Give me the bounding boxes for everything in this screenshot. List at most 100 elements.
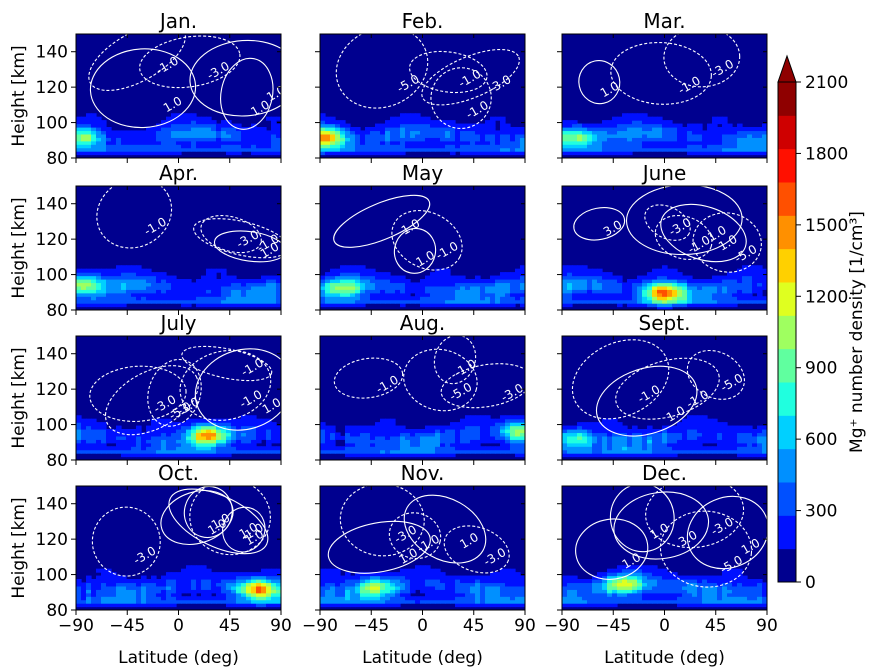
heatmap-cell <box>612 568 618 573</box>
heatmap-cell <box>410 120 416 125</box>
heatmap-cell <box>256 151 262 156</box>
heatmap-cell <box>652 285 658 290</box>
heatmap-cell <box>81 289 87 294</box>
heatmap-cell <box>657 123 663 128</box>
heatmap-cell <box>325 303 331 308</box>
heatmap-cell <box>435 127 441 132</box>
heatmap-cell <box>672 585 678 590</box>
heatmap-cell <box>520 140 525 145</box>
heatmap-cell <box>86 282 92 287</box>
heatmap-cell <box>236 123 242 128</box>
heatmap-cell <box>737 453 743 458</box>
heatmap-cell <box>445 279 451 284</box>
heatmap-cell <box>385 449 391 454</box>
heatmap-cell <box>385 589 391 594</box>
heatmap-cell <box>717 589 723 594</box>
heatmap-cell <box>702 282 708 287</box>
heatmap-cell <box>647 292 653 297</box>
heatmap-cell <box>707 289 713 294</box>
heatmap-cell <box>460 596 466 601</box>
heatmap-cell <box>667 589 673 594</box>
heatmap-cell <box>622 296 628 301</box>
heatmap-cell <box>747 429 753 434</box>
heatmap-cell <box>355 265 361 270</box>
heatmap-cell <box>592 296 598 301</box>
heatmap-cell <box>722 592 728 597</box>
heatmap-cell <box>435 285 441 290</box>
contour-line <box>440 363 525 409</box>
heatmap-cell <box>131 137 137 142</box>
heatmap-cell <box>405 116 411 121</box>
heatmap-cell <box>380 422 386 427</box>
heatmap-cell <box>572 120 578 125</box>
heatmap-cell <box>510 272 516 277</box>
heatmap-cell <box>380 589 386 594</box>
heatmap-cell <box>360 299 366 304</box>
contour-line <box>692 212 762 273</box>
heatmap-cell <box>395 116 401 121</box>
heatmap-cell <box>662 425 668 430</box>
heatmap-cell <box>567 425 573 430</box>
heatmap-cell <box>76 116 82 121</box>
heatmap-cell <box>231 572 237 577</box>
heatmap-cell <box>460 589 466 594</box>
heatmap-cell <box>236 137 242 142</box>
heatmap-cell <box>116 596 122 601</box>
heatmap-cell <box>106 575 112 580</box>
heatmap-cell <box>360 453 366 458</box>
heatmap-cell <box>632 147 638 152</box>
y-tick-label: 140 <box>36 345 68 365</box>
heatmap-cell <box>241 432 247 437</box>
heatmap-cell <box>420 575 426 580</box>
heatmap-cell <box>520 446 525 451</box>
heatmap-cell <box>350 592 356 597</box>
heatmap-cell <box>425 282 431 287</box>
heatmap-cell <box>81 282 87 287</box>
heatmap-cell <box>196 446 202 451</box>
heatmap-cell <box>440 292 446 297</box>
heatmap-cell <box>96 279 102 284</box>
heatmap-cell <box>485 137 491 142</box>
heatmap-cell <box>627 442 633 447</box>
heatmap-cell <box>365 140 371 145</box>
heatmap-cell <box>186 589 192 594</box>
heatmap-cell <box>360 137 366 142</box>
heatmap-cell <box>241 449 247 454</box>
heatmap-cell <box>146 127 152 132</box>
heatmap-cell <box>752 449 758 454</box>
heatmap-cell <box>607 572 613 577</box>
heatmap-cell <box>495 572 501 577</box>
heatmap-cell <box>201 120 207 125</box>
heatmap-cell <box>261 130 267 135</box>
heatmap-cell <box>405 299 411 304</box>
heatmap-cell <box>707 279 713 284</box>
heatmap-cell <box>430 296 436 301</box>
heatmap-cell <box>375 425 381 430</box>
heatmap-cell <box>445 140 451 145</box>
heatmap-cell <box>241 296 247 301</box>
heatmap-cell <box>652 572 658 577</box>
heatmap-cell <box>707 292 713 297</box>
heatmap-cell <box>400 579 406 584</box>
heatmap-cell <box>597 268 603 273</box>
heatmap-cell <box>520 130 525 135</box>
heatmap-cell <box>161 127 167 132</box>
heatmap-cell <box>747 140 753 145</box>
heatmap-cell <box>325 429 331 434</box>
heatmap-cell <box>475 425 481 430</box>
heatmap-cell <box>607 285 613 290</box>
heatmap-cell <box>86 268 92 273</box>
heatmap-cell <box>335 303 341 308</box>
x-tick-label: 45 <box>463 616 485 636</box>
heatmap-cell <box>707 285 713 290</box>
heatmap-cell <box>582 279 588 284</box>
panel-plot-area: 1.0 -1.0-3.01.0 1.01.0 <box>76 486 281 610</box>
heatmap-cell <box>276 582 281 587</box>
heatmap-cell <box>121 285 127 290</box>
heatmap-cell <box>500 127 506 132</box>
heatmap-cell <box>246 422 252 427</box>
heatmap-cell <box>256 582 262 587</box>
heatmap-cell <box>612 579 618 584</box>
contour-line <box>139 35 241 89</box>
